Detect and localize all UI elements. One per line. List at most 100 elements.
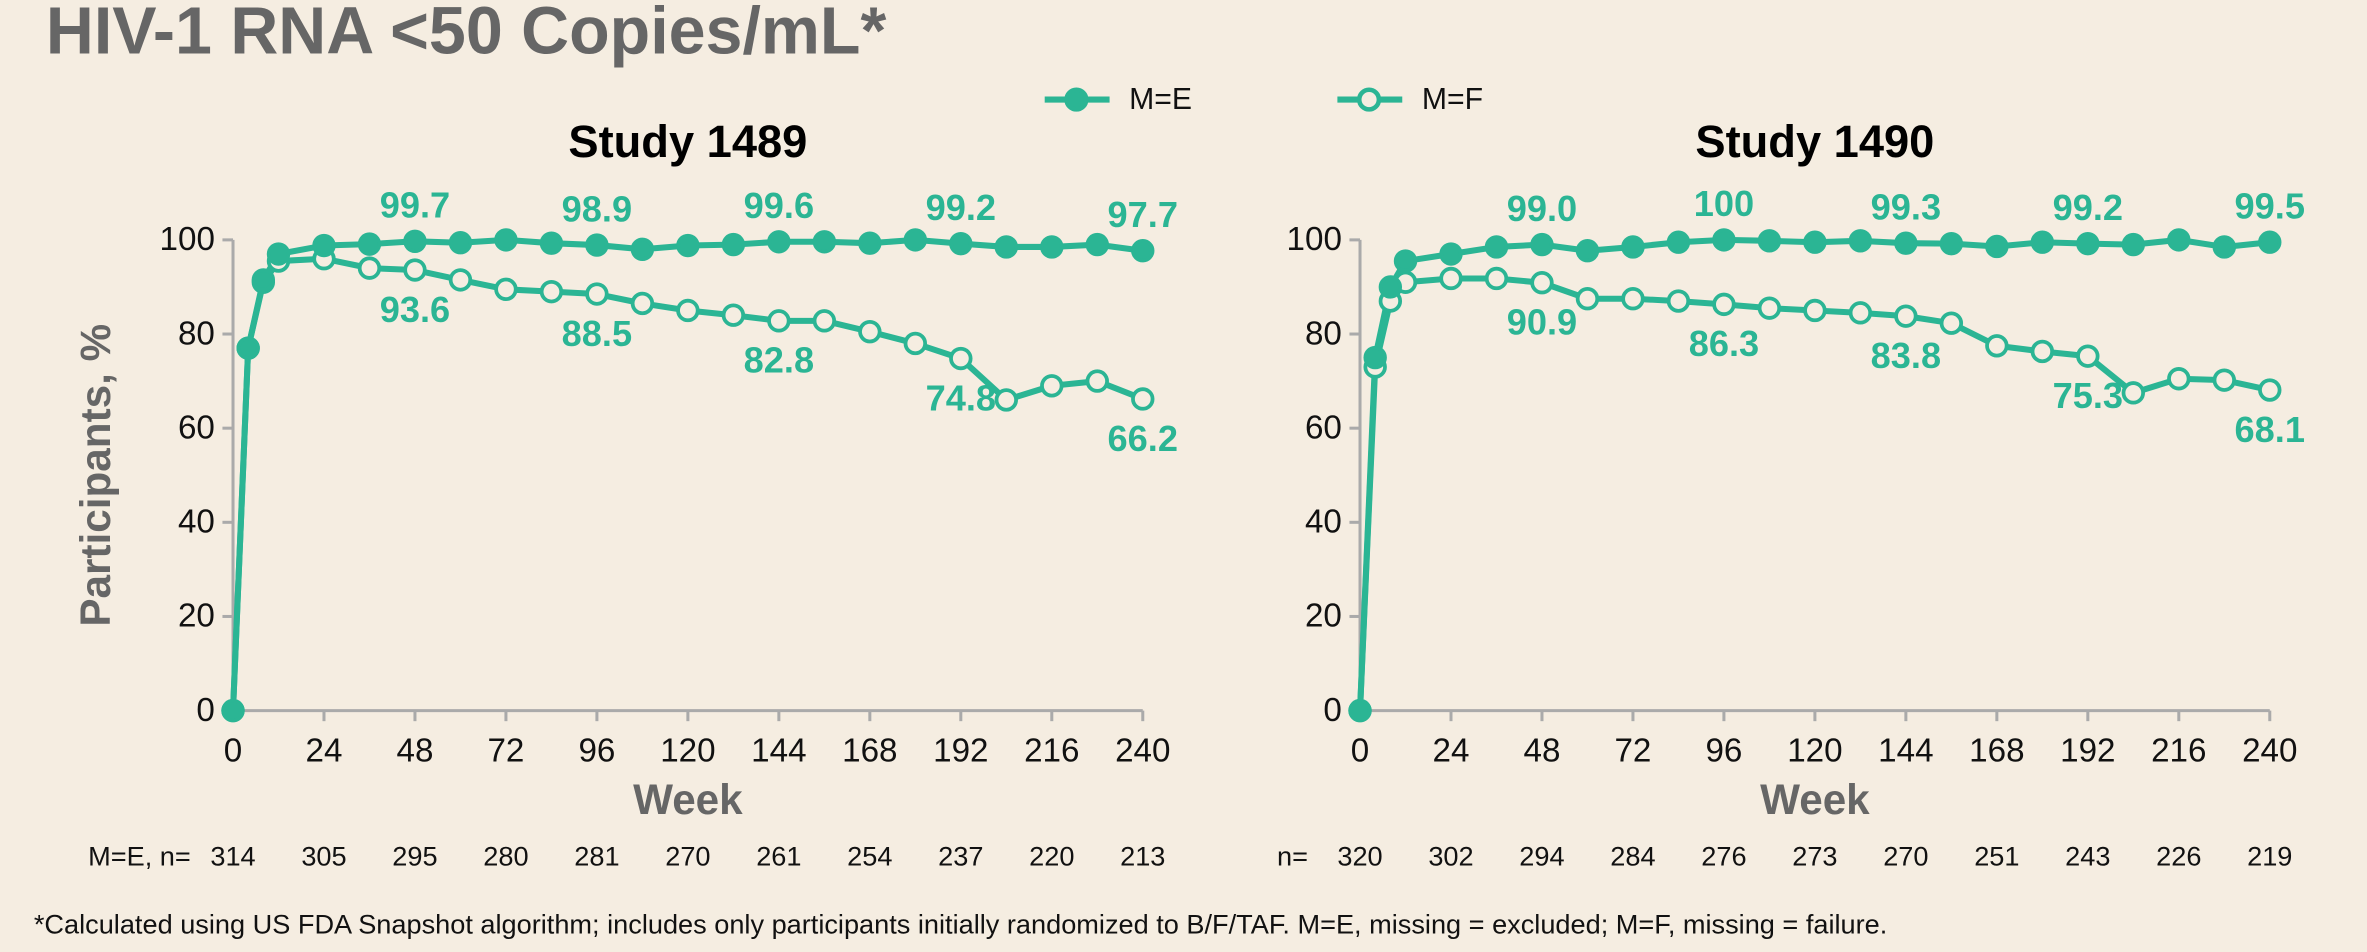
- x-tick-label: 48: [1524, 733, 1561, 770]
- data-point: [1803, 230, 1827, 254]
- data-point: [812, 309, 837, 333]
- data-point: [1985, 334, 2009, 358]
- data-point: [1378, 275, 1403, 299]
- data-point: [1363, 345, 1387, 370]
- y-tick-label: 40: [178, 504, 215, 541]
- data-point: [2167, 367, 2191, 391]
- data-point: [1939, 311, 1964, 335]
- n-value: 281: [574, 841, 619, 872]
- x-tick-label: 144: [751, 733, 806, 770]
- n-label: n=: [1277, 841, 1308, 872]
- data-point: [2076, 344, 2100, 368]
- data-point: [676, 298, 700, 323]
- x-tick-label: 192: [2060, 733, 2115, 770]
- legend-marker: [1064, 87, 1089, 112]
- y-tick-label: 0: [1323, 692, 1341, 729]
- y-tick-label: 80: [1305, 315, 1342, 352]
- y-axis-label: Participants, %: [72, 324, 119, 627]
- data-point: [585, 282, 609, 306]
- data-point: [1712, 228, 1736, 252]
- data-point: [1939, 231, 1964, 256]
- n-value: 261: [756, 841, 801, 872]
- data-point: [1040, 235, 1064, 259]
- n-value: 305: [301, 841, 346, 872]
- data-point: [448, 268, 473, 292]
- data-point: [2258, 378, 2282, 402]
- data-point: [1131, 387, 1155, 411]
- x-tick-label: 168: [1969, 733, 2024, 770]
- x-tick-label: 48: [396, 733, 433, 770]
- data-label: 99.0: [1507, 188, 1577, 229]
- data-point: [1085, 369, 1109, 393]
- data-point: [1621, 235, 1645, 259]
- data-point: [1530, 232, 1554, 257]
- data-point: [1575, 287, 1600, 311]
- x-tick-label: 144: [1878, 733, 1933, 770]
- data-point: [1348, 698, 1372, 723]
- slide-title: HIV-1 RNA <50 Copies/mL*: [46, 0, 887, 69]
- data-point: [1894, 231, 1918, 255]
- x-tick-label: 120: [660, 733, 715, 770]
- data-point: [1621, 287, 1645, 311]
- data-point: [1085, 232, 1109, 257]
- data-label: 99.3: [1871, 187, 1941, 228]
- x-tick-label: 240: [1115, 733, 1170, 770]
- x-tick-label: 216: [1024, 733, 1079, 770]
- data-point: [2167, 228, 2191, 252]
- legend-marker: [1357, 87, 1382, 112]
- data-point: [1575, 239, 1600, 263]
- data-point: [403, 258, 427, 282]
- n-value: 254: [847, 841, 892, 872]
- n-value: 314: [210, 841, 255, 872]
- data-label: 98.9: [562, 188, 632, 229]
- n-value: 220: [1029, 841, 1074, 872]
- data-point: [1985, 234, 2009, 259]
- chart-title: Study 1489: [568, 116, 807, 167]
- data-point: [1484, 235, 1509, 259]
- n-value: 251: [1974, 841, 2019, 872]
- x-tick-label: 240: [2242, 733, 2297, 770]
- x-tick-label: 24: [306, 733, 343, 770]
- chart-title: Study 1490: [1695, 116, 1934, 167]
- x-tick-label: 0: [1351, 733, 1369, 770]
- data-point: [539, 279, 564, 304]
- n-value: 270: [665, 841, 710, 872]
- data-label: 100: [1694, 183, 1754, 224]
- data-label: 99.7: [380, 185, 450, 226]
- data-point: [1040, 374, 1064, 398]
- y-tick-label: 60: [178, 409, 215, 446]
- data-point: [630, 291, 655, 316]
- y-tick-label: 60: [1305, 409, 1342, 446]
- data-point: [1439, 266, 1463, 291]
- y-tick-label: 100: [1287, 221, 1342, 258]
- n-value: 237: [938, 841, 983, 872]
- n-value: 280: [483, 841, 528, 872]
- data-point: [494, 277, 518, 302]
- data-label: 99.2: [926, 187, 996, 228]
- data-point: [721, 232, 746, 257]
- n-value: 295: [392, 841, 437, 872]
- data-point: [357, 232, 382, 256]
- data-point: [2258, 230, 2282, 254]
- x-tick-label: 0: [224, 733, 242, 770]
- n-value: 284: [1610, 841, 1655, 872]
- n-value: 270: [1883, 841, 1928, 872]
- data-point: [949, 346, 973, 371]
- data-point: [1439, 242, 1463, 266]
- data-point: [1393, 249, 1418, 273]
- x-tick-label: 96: [1705, 733, 1742, 770]
- data-point: [2121, 232, 2146, 257]
- data-point: [1803, 298, 1827, 323]
- data-point: [2212, 235, 2236, 259]
- data-label: 97.7: [1108, 194, 1178, 235]
- footnote: *Calculated using US FDA Snapshot algori…: [34, 909, 1887, 940]
- x-axis-label: Week: [633, 776, 743, 823]
- data-label: 74.8: [926, 377, 996, 418]
- data-point: [994, 388, 1018, 412]
- x-tick-label: 216: [2151, 733, 2206, 770]
- data-point: [1712, 292, 1736, 317]
- data-point: [448, 231, 473, 255]
- data-point: [357, 256, 382, 280]
